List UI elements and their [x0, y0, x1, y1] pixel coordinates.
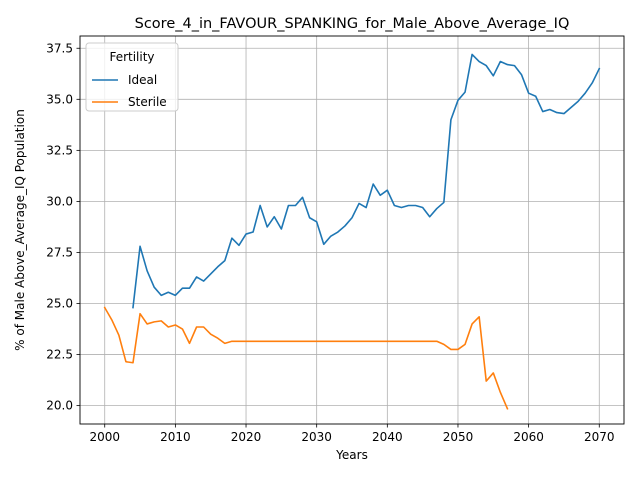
series-line-ideal — [132, 53, 601, 309]
y-tick-label: 37.5 — [46, 41, 73, 55]
x-tick-label: 2000 — [89, 430, 120, 444]
legend-box — [85, 42, 179, 112]
chart-title: Score_4_in_FAVOUR_SPANKING_for_Male_Abov… — [135, 16, 570, 32]
y-tick-label: 30.0 — [46, 194, 73, 208]
x-tick-label: 2070 — [584, 430, 615, 444]
y-tick-label: 32.5 — [46, 143, 73, 157]
grid-lines — [80, 36, 624, 424]
y-tick-label: 27.5 — [46, 245, 73, 259]
y-tick-label: 25.0 — [46, 297, 73, 311]
x-tick-label: 2050 — [443, 430, 474, 444]
x-tick-label: 2040 — [372, 430, 403, 444]
y-tick-label: 22.5 — [46, 348, 73, 362]
legend-items: Ideal Sterile — [92, 73, 167, 109]
legend: Fertility Ideal Sterile — [85, 42, 179, 112]
x-axis-label: Years — [335, 448, 368, 462]
y-tick-label: 20.0 — [46, 399, 73, 413]
series-lines — [103, 53, 601, 410]
y-axis: 20.0 22.5 25.0 27.5 30.0 32.5 35.0 37.5 — [46, 41, 80, 413]
x-tick-label: 2010 — [160, 430, 191, 444]
y-axis-label: % of Male Above_Average_IQ Population — [13, 109, 27, 351]
x-tick-label: 2020 — [231, 430, 262, 444]
x-tick-label: 2060 — [513, 430, 544, 444]
x-tick-label: 2030 — [301, 430, 332, 444]
x-axis: 2000 2010 2020 2030 2040 2050 2060 2070 — [89, 424, 615, 444]
series-line-sterile — [103, 306, 509, 410]
plot-frame — [79, 35, 625, 425]
y-tick-label: 35.0 — [46, 92, 73, 106]
legend-title: Fertility — [109, 50, 154, 64]
legend-label-ideal: Ideal — [128, 73, 157, 87]
legend-label-sterile: Sterile — [128, 95, 167, 109]
